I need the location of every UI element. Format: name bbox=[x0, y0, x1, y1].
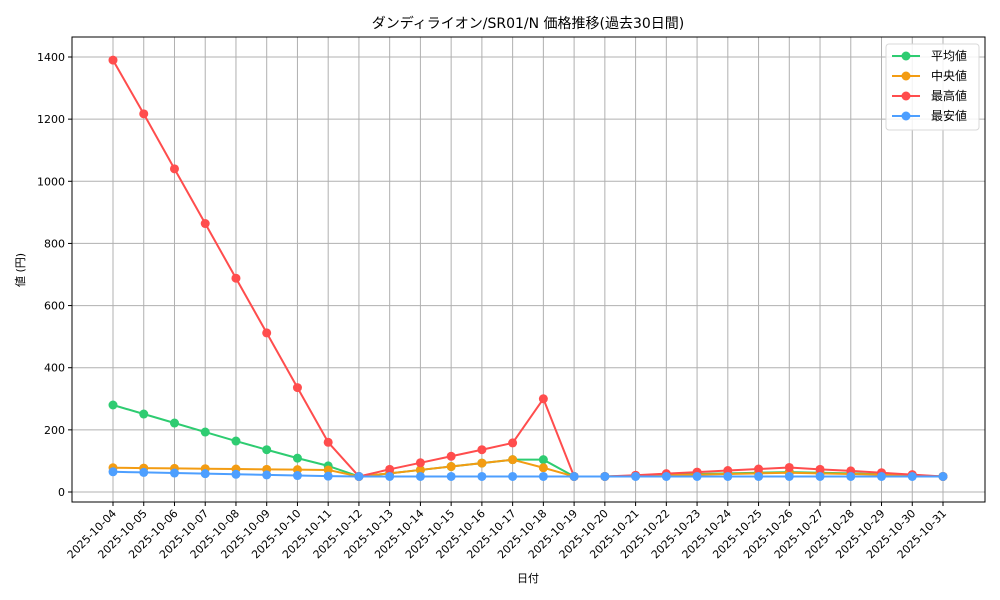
data-point bbox=[754, 464, 764, 474]
y-tick-label: 800 bbox=[44, 237, 65, 250]
grid bbox=[72, 37, 985, 502]
data-point bbox=[477, 458, 487, 468]
data-point bbox=[446, 451, 456, 461]
y-tick-label: 1400 bbox=[37, 51, 65, 64]
legend-marker-icon bbox=[901, 71, 911, 81]
y-tick-label: 1000 bbox=[37, 175, 65, 188]
data-point bbox=[600, 471, 610, 481]
chart-title: ダンディライオン/SR01/N 価格推移(過去30日間) bbox=[372, 15, 685, 32]
legend-item: 平均値 bbox=[892, 48, 967, 63]
data-point bbox=[631, 471, 641, 481]
legend-label: 中央値 bbox=[931, 68, 967, 83]
legend-item: 中央値 bbox=[892, 68, 967, 83]
data-point bbox=[446, 462, 456, 472]
data-point bbox=[569, 471, 579, 481]
data-point bbox=[446, 471, 456, 481]
series-line bbox=[112, 470, 943, 478]
data-point bbox=[292, 383, 302, 393]
data-point bbox=[262, 328, 272, 338]
series-line bbox=[112, 458, 944, 478]
data-point bbox=[108, 467, 118, 477]
data-point bbox=[231, 436, 241, 446]
legend-item: 最高値 bbox=[892, 88, 967, 103]
x-axis-ticks: 2025-10-042025-10-052025-10-062025-10-07… bbox=[65, 502, 949, 561]
data-point bbox=[292, 471, 302, 481]
data-point bbox=[200, 469, 210, 479]
legend-item: 最安値 bbox=[892, 108, 967, 123]
data-point bbox=[262, 470, 272, 480]
data-point bbox=[784, 462, 794, 472]
y-tick-label: 400 bbox=[44, 362, 65, 375]
data-point bbox=[231, 273, 241, 283]
data-point bbox=[538, 463, 548, 473]
legend-label: 平均値 bbox=[931, 48, 967, 63]
x-axis-label: 日付 bbox=[517, 572, 539, 585]
data-point bbox=[784, 471, 794, 481]
data-point bbox=[415, 465, 425, 475]
legend-marker-icon bbox=[901, 51, 911, 61]
data-point bbox=[538, 394, 548, 404]
series-3 bbox=[108, 467, 948, 481]
data-point bbox=[538, 455, 548, 465]
data-point bbox=[354, 471, 364, 481]
data-point bbox=[477, 471, 487, 481]
data-point bbox=[723, 471, 733, 481]
data-point bbox=[108, 400, 118, 410]
data-point bbox=[538, 471, 548, 481]
data-point bbox=[200, 219, 210, 229]
data-point bbox=[754, 471, 764, 481]
series-lines bbox=[108, 55, 948, 481]
series-line bbox=[112, 59, 944, 478]
legend-label: 最高値 bbox=[931, 88, 967, 103]
data-point bbox=[169, 418, 179, 428]
plot-frame bbox=[71, 36, 986, 503]
data-point bbox=[262, 445, 272, 455]
data-point bbox=[108, 55, 118, 65]
data-point bbox=[907, 471, 917, 481]
data-point bbox=[508, 438, 518, 448]
data-point bbox=[508, 455, 518, 465]
data-point bbox=[323, 465, 333, 475]
data-point bbox=[231, 469, 241, 479]
y-tick-label: 200 bbox=[44, 424, 65, 437]
data-point bbox=[815, 464, 825, 474]
data-point bbox=[385, 471, 395, 481]
y-axis-ticks: 0 200 400 600 800 1000 1200 1400 bbox=[37, 51, 72, 499]
data-point bbox=[938, 471, 948, 481]
legend-box bbox=[885, 43, 980, 131]
data-point bbox=[661, 471, 671, 481]
legend-label: 最安値 bbox=[931, 108, 967, 123]
data-point bbox=[415, 471, 425, 481]
y-tick-label: 0 bbox=[58, 486, 65, 499]
data-point bbox=[508, 471, 518, 481]
data-point bbox=[323, 437, 333, 447]
legend-marker-icon bbox=[901, 111, 911, 121]
data-point bbox=[139, 109, 149, 119]
y-tick-label: 600 bbox=[44, 300, 65, 313]
y-tick-label: 1200 bbox=[37, 113, 65, 126]
data-point bbox=[139, 409, 149, 419]
data-point bbox=[815, 471, 825, 481]
y-axis-label: 値 (円) bbox=[14, 253, 27, 287]
data-point bbox=[292, 453, 302, 463]
data-point bbox=[477, 445, 487, 455]
data-point bbox=[415, 458, 425, 468]
data-point bbox=[139, 467, 149, 477]
data-point bbox=[846, 471, 856, 481]
data-point bbox=[169, 468, 179, 478]
data-point bbox=[877, 471, 887, 481]
data-point bbox=[200, 427, 210, 437]
data-point bbox=[323, 471, 333, 481]
data-point bbox=[385, 464, 395, 474]
data-point bbox=[692, 471, 702, 481]
data-point bbox=[169, 164, 179, 174]
legend-marker-icon bbox=[901, 91, 911, 101]
